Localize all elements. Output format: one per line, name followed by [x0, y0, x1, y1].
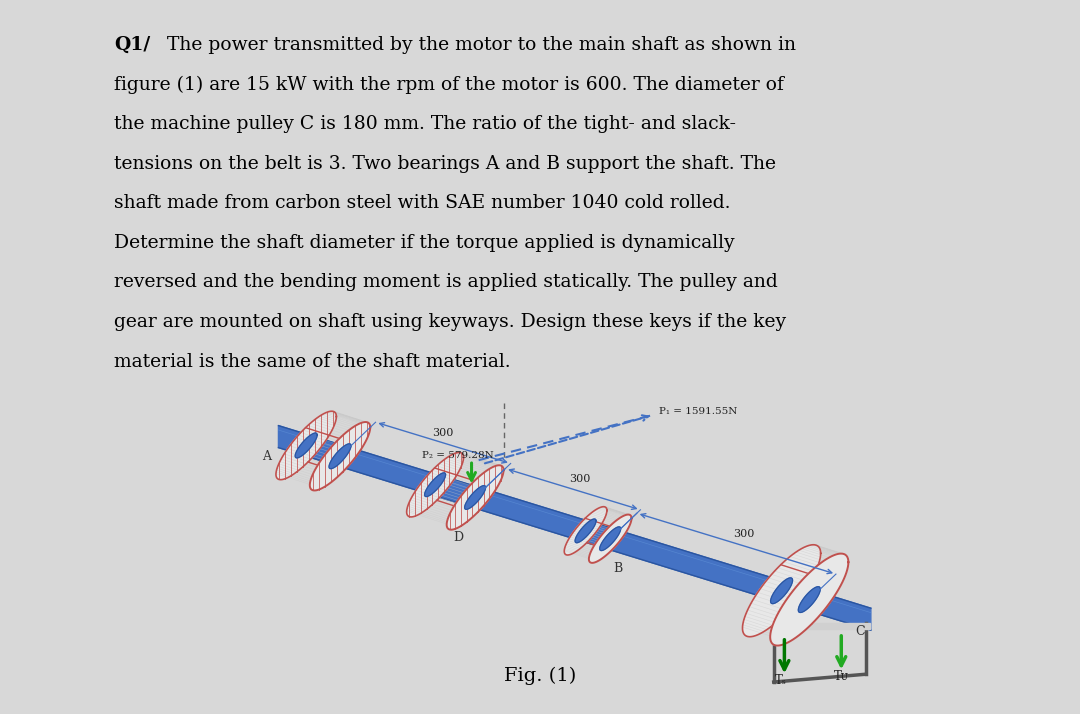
Polygon shape	[424, 473, 446, 496]
Polygon shape	[589, 515, 632, 563]
Polygon shape	[576, 519, 596, 543]
Polygon shape	[798, 587, 820, 613]
Text: B: B	[613, 562, 623, 575]
Text: The power transmitted by the motor to the main shaft as shown in: The power transmitted by the motor to th…	[161, 36, 796, 54]
Polygon shape	[742, 545, 821, 637]
Text: tensions on the belt is 3. Two bearings A and B support the shaft. The: tensions on the belt is 3. Two bearings …	[114, 155, 777, 173]
Text: shaft made from carbon steel with SAE number 1040 cold rolled.: shaft made from carbon steel with SAE nu…	[114, 194, 731, 212]
Text: Tᴜ: Tᴜ	[834, 670, 849, 683]
Polygon shape	[279, 426, 870, 630]
Text: 300: 300	[733, 528, 754, 538]
Polygon shape	[564, 507, 607, 555]
Text: D: D	[454, 531, 464, 543]
Text: P₁ = 1591.55N: P₁ = 1591.55N	[659, 407, 737, 416]
Text: C: C	[855, 625, 865, 638]
Text: gear are mounted on shaft using keyways. Design these keys if the key: gear are mounted on shaft using keyways.…	[114, 313, 786, 331]
Text: 300: 300	[569, 474, 591, 484]
Polygon shape	[770, 623, 869, 629]
Text: material is the same of the shaft material.: material is the same of the shaft materi…	[114, 353, 511, 371]
Polygon shape	[464, 486, 486, 509]
Text: Tₛ: Tₛ	[775, 674, 786, 687]
Polygon shape	[310, 422, 370, 491]
Polygon shape	[407, 453, 463, 517]
Text: P₂ = 579.28N: P₂ = 579.28N	[422, 451, 494, 461]
Polygon shape	[770, 553, 849, 645]
Text: the machine pulley C is 180 mm. The ratio of the tight- and slack-: the machine pulley C is 180 mm. The rati…	[114, 115, 737, 133]
Polygon shape	[599, 527, 621, 550]
Polygon shape	[276, 411, 336, 480]
Polygon shape	[329, 444, 351, 468]
Text: 300: 300	[432, 428, 454, 438]
Polygon shape	[447, 466, 503, 530]
Text: Fig. (1): Fig. (1)	[504, 667, 576, 685]
Text: Q1/: Q1/	[114, 36, 150, 54]
Text: figure (1) are 15 kW with the rpm of the motor is 600. The diameter of: figure (1) are 15 kW with the rpm of the…	[114, 76, 784, 94]
Text: A: A	[261, 450, 271, 463]
Text: reversed and the bending moment is applied statically. The pulley and: reversed and the bending moment is appli…	[114, 273, 778, 291]
Polygon shape	[771, 578, 793, 603]
Polygon shape	[295, 433, 318, 458]
Text: Determine the shaft diameter if the torque applied is dynamically: Determine the shaft diameter if the torq…	[114, 234, 734, 252]
